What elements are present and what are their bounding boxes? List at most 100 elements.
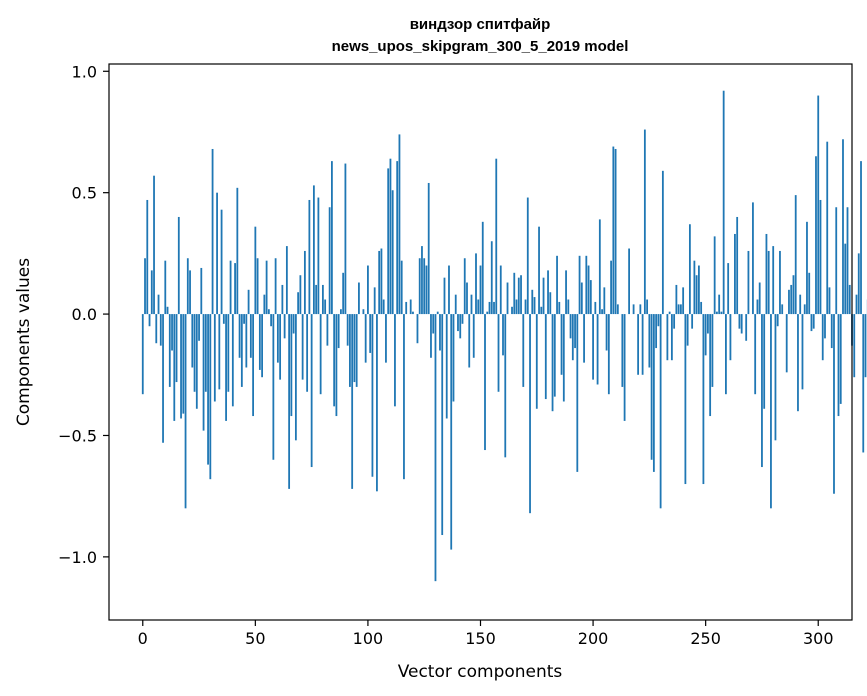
bar-component-126 <box>425 265 428 315</box>
bar-component-151 <box>481 221 484 315</box>
bar-component-20 <box>186 258 189 315</box>
bar-component-320 <box>862 314 865 453</box>
bar-component-38 <box>227 314 230 392</box>
bar-component-295 <box>806 221 808 315</box>
bar-component-107 <box>382 299 385 315</box>
bar-component-71 <box>301 314 304 380</box>
bar-component-155 <box>490 241 493 315</box>
bar-component-236 <box>673 314 676 329</box>
bar-component-274 <box>758 282 761 315</box>
x-tick-label: 0 <box>138 629 148 648</box>
bar-component-197 <box>585 255 588 315</box>
bar-component-133 <box>441 314 444 536</box>
bar-component-277 <box>765 233 768 315</box>
bar-component-141 <box>459 314 462 339</box>
bar-component-74 <box>308 199 311 315</box>
bar-component-248 <box>700 301 703 315</box>
bar-component-81 <box>324 299 327 315</box>
bar-component-18 <box>182 314 185 414</box>
bar-component-135 <box>445 314 448 419</box>
bar-component-308 <box>835 207 838 315</box>
bar-component-148 <box>475 253 477 315</box>
bar-component-296 <box>808 272 811 315</box>
bar-component-93 <box>351 314 354 489</box>
bar-component-32 <box>213 314 216 402</box>
bar-component-58 <box>272 314 275 460</box>
bar-component-123 <box>418 258 421 315</box>
bar-component-192 <box>574 314 576 349</box>
bar-component-19 <box>184 314 187 509</box>
bar-component-230 <box>659 314 662 509</box>
bar-component-321 <box>864 314 867 378</box>
bar-component-14 <box>173 314 176 421</box>
bar-component-286 <box>785 314 788 373</box>
bar-component-199 <box>589 280 592 315</box>
bar-component-290 <box>794 195 797 315</box>
bar-component-218 <box>632 304 635 315</box>
bar-component-4 <box>150 270 153 315</box>
bar-component-36 <box>222 314 225 324</box>
bar-component-11 <box>166 306 169 315</box>
bar-component-94 <box>353 314 356 383</box>
bar-component-85 <box>333 314 336 407</box>
bar-component-205 <box>603 287 606 315</box>
bar-component-173 <box>531 289 534 315</box>
bar-component-289 <box>792 275 795 315</box>
bar-component-78 <box>317 197 320 315</box>
bar-component-54 <box>263 294 266 315</box>
bar-component-250 <box>704 314 707 356</box>
bar-component-52 <box>258 314 261 370</box>
x-axis-label: Vector components <box>398 662 563 682</box>
x-tick-label: 200 <box>578 629 609 648</box>
bar-component-259 <box>725 314 727 395</box>
bar-component-222 <box>641 314 644 375</box>
x-tick-label: 300 <box>803 629 834 648</box>
bar-component-294 <box>803 304 806 315</box>
bar-component-5 <box>153 175 155 315</box>
bar-component-130 <box>434 314 437 582</box>
bar-component-229 <box>657 314 660 327</box>
bar-component-23 <box>193 314 196 392</box>
bar-component-76 <box>312 185 315 315</box>
bar-component-282 <box>776 314 779 327</box>
bar-component-39 <box>229 260 232 315</box>
bar-component-234 <box>668 311 671 315</box>
bar-component-216 <box>628 248 630 315</box>
bar-component-114 <box>398 134 401 315</box>
bar-component-116 <box>403 314 405 480</box>
x-axis: 0 50 100 150 200 250 300 <box>138 620 834 648</box>
bar-component-25 <box>198 314 200 341</box>
bar-component-84 <box>331 161 333 315</box>
bar-component-56 <box>267 309 270 315</box>
bar-component-185 <box>558 301 561 315</box>
bar-component-188 <box>565 270 567 315</box>
bar-component-77 <box>315 284 318 315</box>
bar-component-202 <box>596 314 599 385</box>
bar-component-21 <box>189 270 191 315</box>
bar-component-260 <box>727 263 730 315</box>
bar-component-46 <box>245 314 248 368</box>
bar-component-182 <box>551 314 554 412</box>
bar-component-132 <box>439 314 441 351</box>
bar-component-177 <box>540 306 543 315</box>
bar-component-109 <box>387 168 390 315</box>
bar-component-86 <box>335 314 338 417</box>
bar-component-129 <box>432 314 435 334</box>
bar-component-252 <box>709 314 712 417</box>
bar-component-208 <box>610 260 612 315</box>
bar-component-124 <box>421 246 423 315</box>
bar-component-103 <box>373 287 376 315</box>
bar-component-42 <box>236 187 239 315</box>
bar-component-201 <box>594 301 597 315</box>
bar-component-318 <box>857 253 860 315</box>
bar-component-150 <box>479 265 482 315</box>
bar-component-15 <box>175 314 178 383</box>
bar-component-264 <box>736 216 739 315</box>
bar-component-72 <box>303 250 306 315</box>
bar-component-297 <box>810 314 813 332</box>
bar-component-194 <box>578 255 581 315</box>
bar-component-226 <box>650 314 653 460</box>
bar-component-255 <box>716 311 718 315</box>
bar-component-104 <box>376 314 378 492</box>
